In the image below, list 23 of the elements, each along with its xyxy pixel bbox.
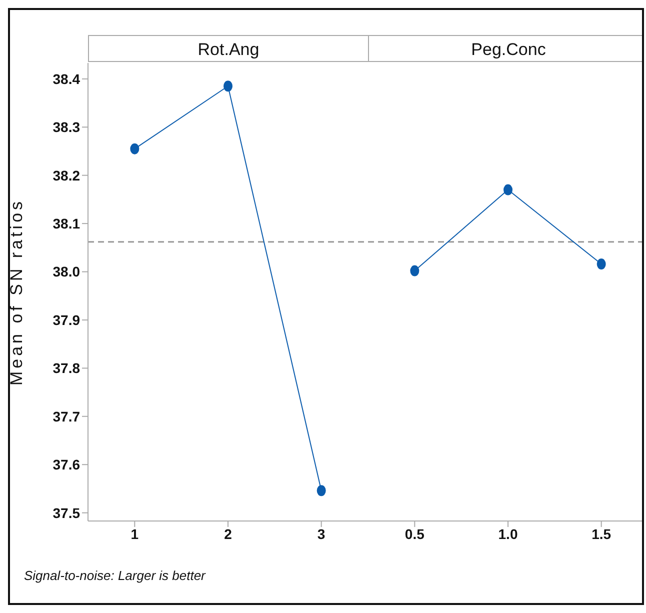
y-tick-label: 37.5 <box>52 504 80 521</box>
y-tick-label: 38.2 <box>52 167 80 184</box>
point <box>130 143 140 154</box>
y-tick-label: 38.1 <box>52 216 80 232</box>
y-tick-label: 37.9 <box>52 312 80 328</box>
y-tick-label: 37.7 <box>52 408 80 424</box>
y-tick-label: 37.6 <box>52 456 80 473</box>
x-tick-label: 1.0 <box>498 526 518 542</box>
chart-title: Peg.Conc <box>470 39 547 61</box>
x-tick-label: 2 <box>224 526 232 542</box>
point <box>316 485 326 496</box>
x-tick-label: 1 <box>130 526 139 542</box>
y-tick-label: 38.4 <box>52 70 80 87</box>
text: Signal-to-noise: Larger is better <box>24 568 206 583</box>
y-tick-label: 38.3 <box>52 119 80 136</box>
chart-title: Rot.Ang <box>88 35 368 62</box>
y-axis-title: Mean of SN ratios <box>7 198 26 386</box>
x-tick-label: 0.5 <box>404 526 425 542</box>
y-tick-label: 37.8 <box>52 360 80 376</box>
x-tick-label: 3 <box>317 526 326 542</box>
x-tick-label: 1.5 <box>592 526 612 542</box>
point <box>224 80 232 92</box>
y-tick-label: 38.0 <box>52 264 80 280</box>
